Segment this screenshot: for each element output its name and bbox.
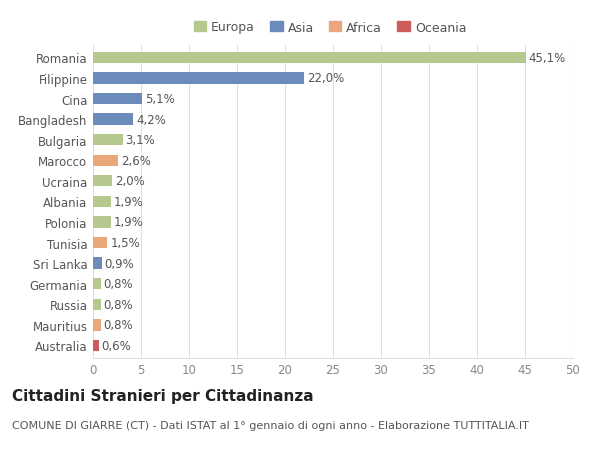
Text: 0,8%: 0,8% [104, 319, 133, 332]
Bar [93, 258, 101, 269]
Text: 2,0%: 2,0% [115, 175, 145, 188]
Text: 0,6%: 0,6% [101, 339, 131, 352]
Bar [93, 94, 142, 105]
Bar [93, 217, 111, 228]
Text: 3,1%: 3,1% [125, 134, 155, 147]
Text: COMUNE DI GIARRE (CT) - Dati ISTAT al 1° gennaio di ogni anno - Elaborazione TUT: COMUNE DI GIARRE (CT) - Dati ISTAT al 1°… [12, 420, 529, 430]
Text: 4,2%: 4,2% [136, 113, 166, 126]
Text: 2,6%: 2,6% [121, 154, 151, 168]
Bar [93, 176, 112, 187]
Bar [93, 340, 99, 351]
Text: 1,5%: 1,5% [110, 236, 140, 250]
Bar [93, 319, 101, 331]
Text: 0,8%: 0,8% [104, 278, 133, 291]
Bar [93, 279, 101, 290]
Text: 0,9%: 0,9% [104, 257, 134, 270]
Text: 0,8%: 0,8% [104, 298, 133, 311]
Text: Cittadini Stranieri per Cittadinanza: Cittadini Stranieri per Cittadinanza [12, 388, 314, 403]
Text: 1,9%: 1,9% [114, 216, 144, 229]
Bar [93, 237, 107, 249]
Legend: Europa, Asia, Africa, Oceania: Europa, Asia, Africa, Oceania [190, 18, 470, 38]
Text: 5,1%: 5,1% [145, 93, 175, 106]
Bar [93, 299, 101, 310]
Bar [93, 196, 111, 207]
Text: 22,0%: 22,0% [307, 72, 344, 85]
Text: 45,1%: 45,1% [529, 52, 566, 65]
Bar [93, 73, 304, 84]
Bar [93, 155, 118, 167]
Text: 1,9%: 1,9% [114, 196, 144, 208]
Bar [93, 134, 123, 146]
Bar [93, 53, 526, 64]
Bar [93, 114, 133, 125]
